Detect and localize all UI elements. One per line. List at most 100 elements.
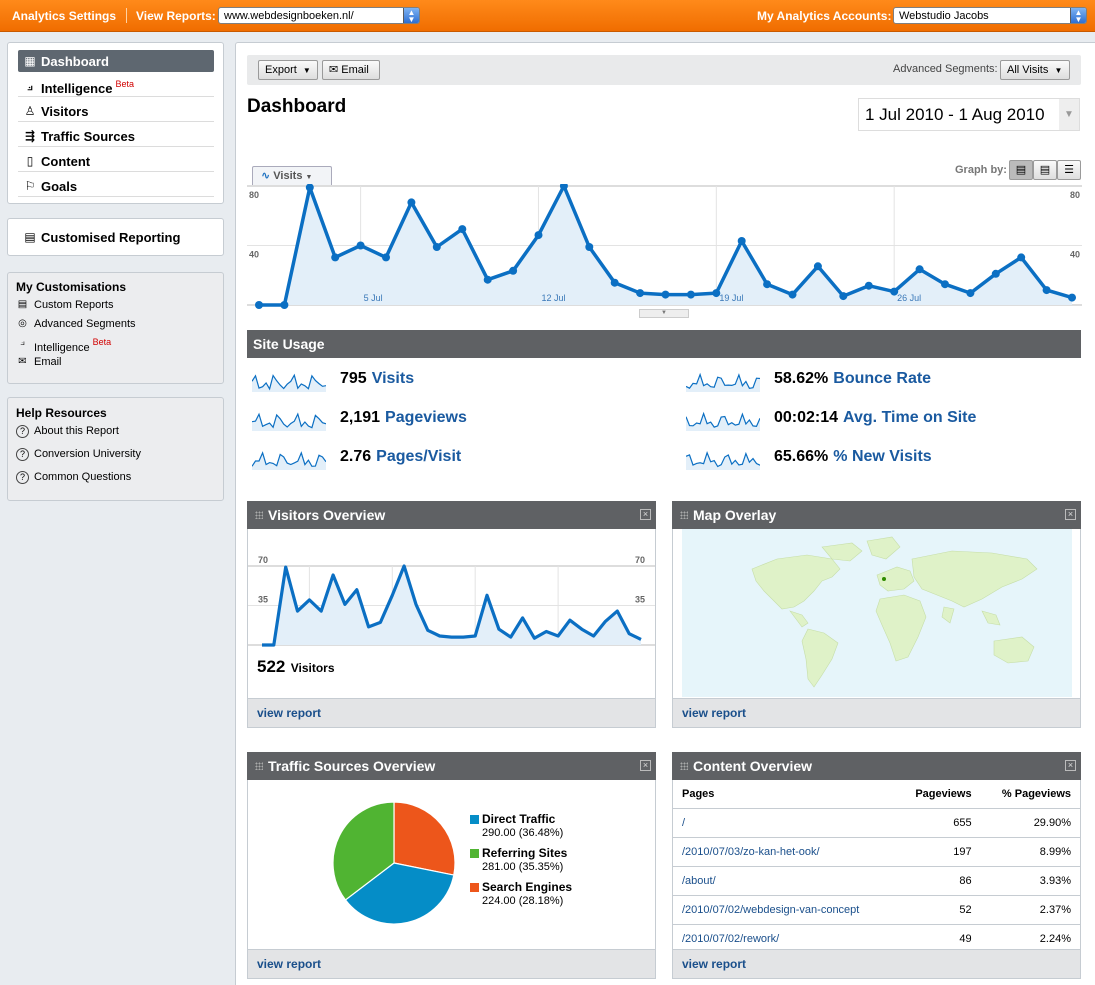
metric-link[interactable]: Visits xyxy=(371,370,415,387)
sidebar-item-traffic-sources[interactable]: ⇶ Traffic Sources xyxy=(18,125,214,147)
pie-slice-search-engines xyxy=(393,801,456,876)
metric-link[interactable]: Pageviews xyxy=(385,409,467,426)
graph-by-day-button[interactable]: ▤ xyxy=(1009,160,1033,180)
data-point xyxy=(661,290,670,299)
percent-pageviews-cell: 29.90% xyxy=(980,808,1080,838)
top-bar: Analytics Settings View Reports: www.web… xyxy=(0,0,1095,32)
customisation-link-intelligence[interactable]: ⟓ Intelligence Beta xyxy=(16,337,111,354)
map-overlay-header: Map Overlay × xyxy=(672,501,1081,529)
metric-link[interactable]: Bounce Rate xyxy=(833,370,932,387)
graph-by-buttons: ▤ ▤ ☰ xyxy=(1009,160,1081,180)
site-usage-text: 2,191 Pageviews xyxy=(340,409,467,427)
accounts-select[interactable]: Webstudio Jacobs ▲ ▼ xyxy=(893,7,1087,24)
help-link-common-questions[interactable]: ? Common Questions xyxy=(16,471,131,484)
view-report-link[interactable]: view report xyxy=(682,706,747,720)
legend-item-direct-traffic[interactable]: Direct Traffic 290.00 (36.48%) xyxy=(470,812,563,840)
page-link[interactable]: /about/ xyxy=(682,874,716,887)
x-tick-label: 12 Jul xyxy=(541,293,565,303)
y-tick-label: 35 xyxy=(635,595,645,605)
metric-tab[interactable]: ∿ Visits ▼ xyxy=(252,166,332,185)
help-link-about-this-report[interactable]: ? About this Report xyxy=(16,425,119,438)
metric-link[interactable]: % New Visits xyxy=(833,448,932,465)
graph-by-week-button[interactable]: ▤ xyxy=(1033,160,1057,180)
column-header-pages[interactable]: Pages xyxy=(673,780,896,809)
column-header-pageviews[interactable]: Pageviews xyxy=(895,780,981,809)
y-tick-label: 35 xyxy=(258,595,268,605)
page-title: Dashboard xyxy=(247,96,347,117)
drag-handle-icon[interactable] xyxy=(255,762,263,770)
page-link[interactable]: /2010/07/03/zo-kan-het-ook/ xyxy=(682,845,820,858)
view-report-link[interactable]: view report xyxy=(257,957,322,971)
legend-item-search-engines[interactable]: Search Engines 224.00 (28.18%) xyxy=(470,880,572,908)
email-button[interactable]: ✉ Email xyxy=(322,60,380,80)
segments-dropdown[interactable]: All Visits ▼ xyxy=(1000,60,1070,80)
sidebar-item-goals[interactable]: ⚐ Goals xyxy=(18,175,214,197)
help-link-conversion-university[interactable]: ? Conversion University xyxy=(16,448,141,461)
visitors-icon: ♙ xyxy=(24,104,36,118)
metric-link[interactable]: Pages/Visit xyxy=(376,448,462,465)
chart-expand-handle[interactable]: ▼ xyxy=(639,309,689,318)
legend-swatch xyxy=(470,883,479,892)
sidebar-item-label: Intelligence xyxy=(41,81,113,96)
data-point xyxy=(788,290,797,299)
drag-handle-icon[interactable] xyxy=(680,762,688,770)
customisation-link-advanced-segments[interactable]: ◎ Advanced Segments xyxy=(16,318,135,330)
site-usage-text: 65.66%% New Visits xyxy=(774,448,932,466)
view-reports-select[interactable]: www.webdesignboeken.nl/ ▲ ▼ xyxy=(218,7,420,24)
sidebar-item-label: Goals xyxy=(41,179,78,194)
column-header-percent-pageviews[interactable]: % Pageviews xyxy=(980,780,1080,809)
data-point xyxy=(1017,253,1026,262)
metric-link[interactable]: Avg. Time on Site xyxy=(843,409,977,426)
email-icon: ✉ xyxy=(18,356,27,367)
table-row: /2010/07/02/webdesign-van-concept 52 2.37% xyxy=(673,895,1080,925)
metric-value: 65.66% xyxy=(774,448,829,465)
content-overview-body: Pages Pageviews % Pageviews /655 29.90%/2… xyxy=(672,780,1081,954)
sidebar-item-customised-reporting[interactable]: ▤ Customised Reporting xyxy=(18,226,214,248)
page-path-cell: /2010/07/03/zo-kan-het-ook/ xyxy=(673,837,896,867)
data-point xyxy=(1068,293,1076,302)
customisations-title: My Customisations xyxy=(16,280,127,294)
analytics-settings-link[interactable]: Analytics Settings xyxy=(12,9,117,23)
map-overlay-body xyxy=(672,529,1081,699)
select-arrow-icon: ▲ ▼ xyxy=(1070,8,1086,23)
page-link[interactable]: / xyxy=(682,816,686,829)
data-point xyxy=(636,289,645,298)
close-icon[interactable]: × xyxy=(640,760,651,771)
sidebar-item-intelligence[interactable]: ⟓ Intelligence Beta xyxy=(18,75,214,97)
sparkline xyxy=(686,451,760,470)
date-range-picker[interactable]: 1 Jul 2010 - 1 Aug 2010 ▼ xyxy=(858,98,1080,131)
close-icon[interactable]: × xyxy=(1065,509,1076,520)
percent-pageviews-cell: 2.37% xyxy=(980,895,1080,925)
map-visit-marker xyxy=(882,577,886,581)
help-box: Help Resources ? About this Report? Conver… xyxy=(7,397,224,501)
sidebar-nav: ▦ Dashboard ⟓ Intelligence Beta ♙ Visitors ⇶ Tra… xyxy=(7,42,224,204)
customisation-link-custom-reports[interactable]: ▤ Custom Reports xyxy=(16,299,114,311)
metric-value: 2,191 xyxy=(340,409,381,426)
page-link[interactable]: /2010/07/02/rework/ xyxy=(682,932,780,945)
page-path-cell: / xyxy=(673,808,896,838)
sidebar-item-visitors[interactable]: ♙ Visitors xyxy=(18,100,214,122)
sidebar-item-dashboard[interactable]: ▦ Dashboard xyxy=(18,50,214,72)
world-map[interactable] xyxy=(682,529,1072,697)
customisation-link-email[interactable]: ✉ Email xyxy=(16,356,61,368)
close-icon[interactable]: × xyxy=(1065,760,1076,771)
email-icon: ✉ xyxy=(329,64,339,76)
data-point xyxy=(280,301,289,309)
chevron-down-icon: ▼ xyxy=(302,66,311,75)
drag-handle-icon[interactable] xyxy=(255,511,263,519)
content-overview-title: Content Overview xyxy=(693,758,813,774)
data-point xyxy=(432,243,441,251)
drag-handle-icon[interactable] xyxy=(680,511,688,519)
view-report-link[interactable]: view report xyxy=(682,957,747,971)
chevron-down-icon: ▼ xyxy=(305,174,313,181)
data-point xyxy=(331,253,340,262)
map-overlay-title: Map Overlay xyxy=(693,507,777,523)
map-overlay-footer: view report xyxy=(672,698,1081,728)
view-report-link[interactable]: view report xyxy=(257,706,322,720)
sidebar-item-content[interactable]: ▯ Content xyxy=(18,150,214,172)
export-button[interactable]: Export ▼ xyxy=(258,60,318,80)
close-icon[interactable]: × xyxy=(640,509,651,520)
page-link[interactable]: /2010/07/02/webdesign-van-concept xyxy=(682,903,860,916)
graph-by-month-button[interactable]: ☰ xyxy=(1057,160,1081,180)
legend-item-referring-sites[interactable]: Referring Sites 281.00 (35.35%) xyxy=(470,846,567,874)
